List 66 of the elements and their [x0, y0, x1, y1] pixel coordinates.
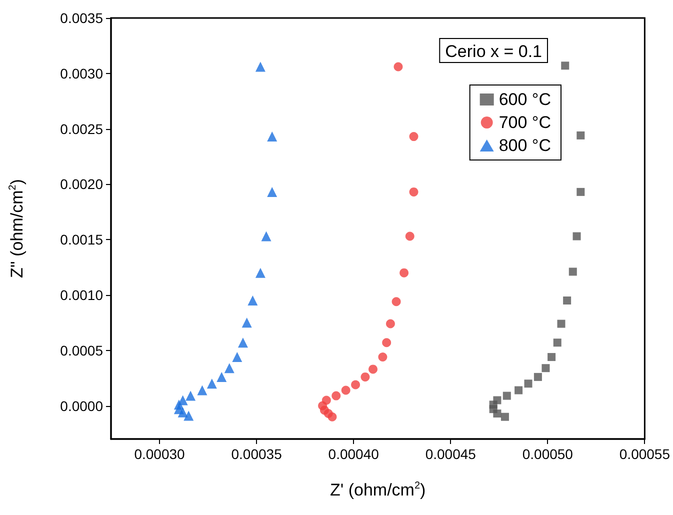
y-tick-label: 0.0010: [60, 286, 104, 303]
point: [576, 188, 585, 196]
point: [197, 385, 208, 396]
point: [261, 231, 272, 242]
point: [267, 132, 278, 142]
point: [332, 391, 341, 400]
point: [557, 320, 566, 328]
point: [328, 412, 337, 422]
y-tick-label: 0.0005: [60, 342, 104, 358]
point: [563, 296, 572, 305]
point: [232, 352, 242, 362]
point: [216, 372, 227, 382]
x-tick-label: 0.00030: [134, 446, 186, 462]
point: [493, 410, 502, 418]
point: [561, 62, 570, 70]
point: [386, 319, 395, 328]
legend-label: 700 °C: [498, 113, 552, 132]
x-tick-label: 0.00035: [231, 446, 282, 462]
point: [502, 392, 511, 400]
point: [553, 338, 562, 347]
point: [392, 297, 401, 306]
point: [267, 186, 278, 197]
point: [568, 268, 577, 276]
point: [351, 380, 360, 390]
y-tick-label: 0.0035: [60, 10, 104, 26]
point: [405, 232, 414, 241]
legend-label: 600 °C: [498, 90, 552, 109]
point: [255, 268, 266, 278]
point: [394, 62, 403, 72]
point: [378, 352, 388, 362]
point: [548, 353, 556, 362]
x-tick-label: 0.00040: [328, 446, 380, 462]
point: [238, 338, 248, 348]
point: [382, 338, 392, 348]
point: [184, 410, 194, 421]
point: [409, 132, 418, 142]
point: [500, 412, 509, 421]
point: [248, 296, 258, 306]
y-tick-label: 0.0025: [60, 120, 104, 137]
point: [368, 364, 378, 374]
y-tick-label: 0.0000: [60, 398, 104, 414]
point: [409, 187, 418, 196]
legend-label: 800 °C: [498, 136, 552, 155]
point: [186, 390, 196, 401]
annotation: Cerio x = 0.1: [445, 42, 542, 61]
point: [224, 363, 234, 374]
point: [360, 372, 370, 382]
point: [242, 318, 252, 328]
point: [572, 232, 581, 240]
point: [576, 131, 585, 140]
point: [514, 386, 523, 394]
x-tick-label: 0.00055: [619, 446, 670, 462]
x-tick-label: 0.00050: [522, 446, 574, 462]
y-tick-label: 0.0030: [60, 65, 104, 82]
point: [341, 386, 350, 395]
x-tick-label: 0.00045: [425, 446, 476, 462]
point: [178, 407, 188, 418]
point: [524, 380, 532, 388]
point: [542, 364, 550, 372]
y-axis-title: Z'' (ohm/cm2): [8, 179, 26, 278]
y-tick-label: 0.0015: [60, 232, 104, 248]
y-tick-label: 0.0020: [60, 176, 104, 192]
point: [206, 378, 217, 389]
point: [534, 372, 542, 381]
point: [255, 62, 266, 72]
point: [400, 268, 409, 278]
